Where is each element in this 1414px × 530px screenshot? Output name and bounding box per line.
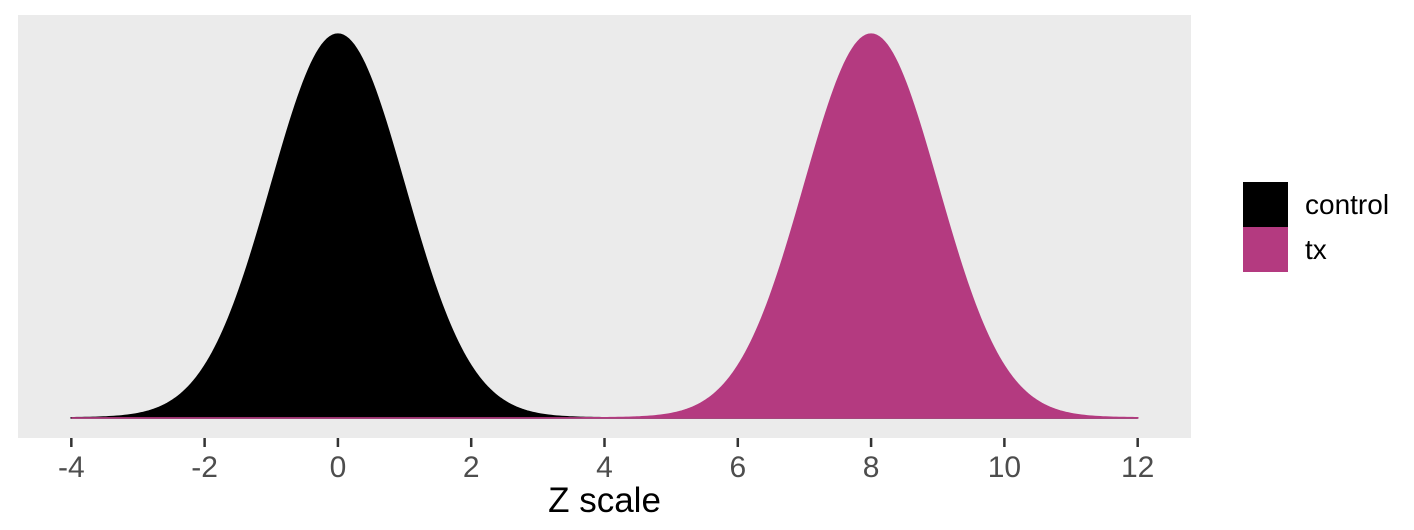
legend-item-control: control: [1243, 182, 1389, 227]
x-tick-label: 0: [330, 451, 347, 484]
legend-swatch-tx: [1243, 227, 1288, 272]
x-tick-label: 8: [863, 451, 880, 484]
density-tx: [71, 33, 1139, 419]
x-axis-title: Z scale: [548, 481, 661, 520]
plot-panel: [18, 15, 1191, 438]
x-axis-ticks: -4 -2 0 2 4 6 8 10 12: [58, 438, 1154, 484]
x-tick-label: 2: [463, 451, 480, 484]
x-tick-label: -2: [191, 451, 218, 484]
legend-item-tx: tx: [1243, 227, 1389, 272]
density-curves: [70, 33, 1139, 419]
x-tick-label: 6: [729, 451, 746, 484]
x-tick-label: -4: [58, 451, 85, 484]
legend-label-control: control: [1305, 188, 1390, 220]
x-tick-label: 10: [988, 451, 1021, 484]
legend-swatch-control: [1243, 182, 1288, 227]
x-tick-label: 4: [596, 451, 613, 484]
legend: control tx: [1243, 182, 1389, 272]
x-tick-label: 12: [1121, 451, 1154, 484]
legend-label-tx: tx: [1305, 233, 1327, 265]
